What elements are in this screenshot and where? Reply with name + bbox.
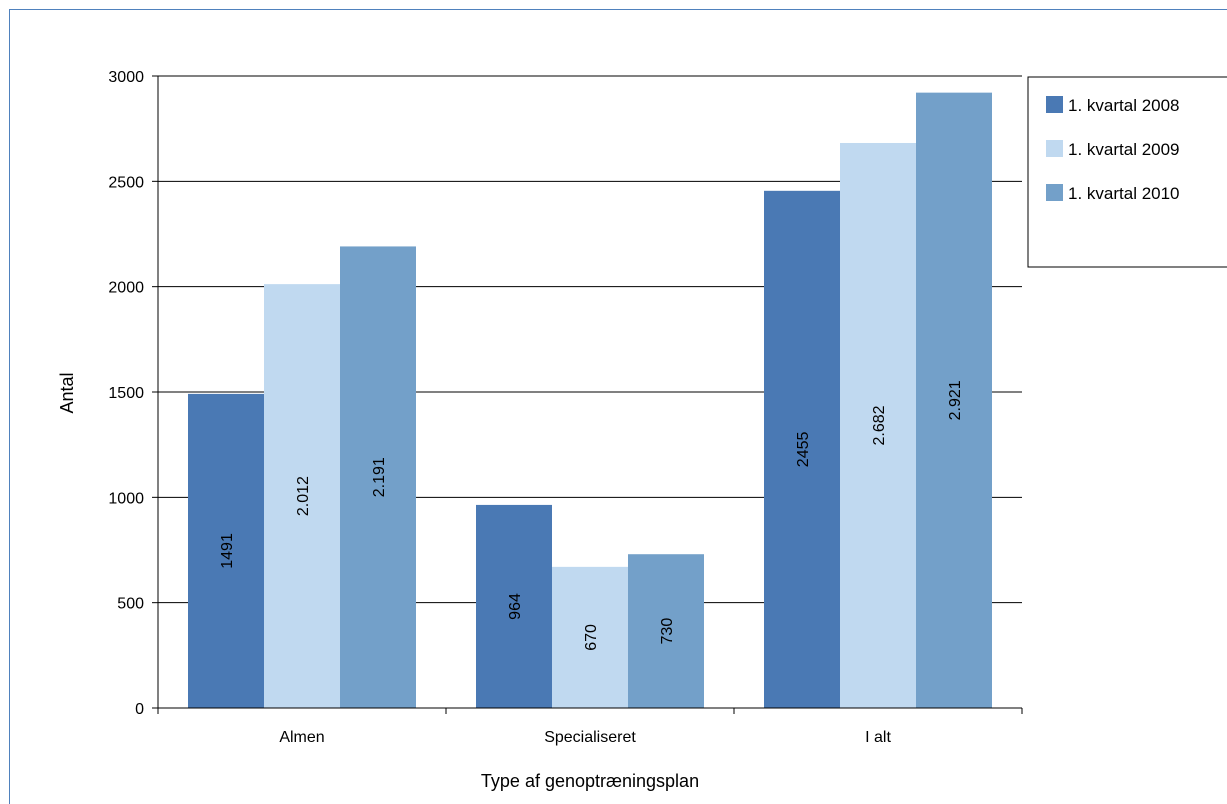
y-tick-labels: 0 500 1000 1500 2000 2500 3000 xyxy=(108,69,144,718)
bar xyxy=(628,554,704,708)
x-tick-label: Almen xyxy=(279,729,324,746)
chart-frame xyxy=(9,9,1227,804)
y-tick-label: 1500 xyxy=(108,385,144,402)
y-tick-label: 500 xyxy=(117,596,144,613)
bar xyxy=(188,393,264,708)
data-labels: 1491 2.012 2.191 964 670 730 2455 2.682 2.921 xyxy=(219,380,964,651)
legend-swatch xyxy=(1046,184,1063,201)
axes xyxy=(152,75,1023,714)
data-label: 2.921 xyxy=(947,380,964,420)
data-label: 2.012 xyxy=(295,476,312,516)
data-label: 2.682 xyxy=(871,405,888,445)
legend-label: 1. kvartal 2010 xyxy=(1068,184,1180,203)
x-tick-label: Specialiseret xyxy=(544,729,636,746)
data-label: 2.191 xyxy=(371,457,388,497)
legend-label: 1. kvartal 2009 xyxy=(1068,140,1180,159)
x-axis-title: Type af genoptræningsplan xyxy=(481,771,699,791)
y-tick-label: 0 xyxy=(135,701,144,718)
data-label: 730 xyxy=(659,618,676,645)
y-tick-label: 2000 xyxy=(108,280,144,297)
legend-swatch xyxy=(1046,140,1063,157)
bars xyxy=(188,92,992,709)
y-tick-label: 3000 xyxy=(108,69,144,86)
bar xyxy=(764,190,840,708)
bar xyxy=(476,504,552,708)
data-label: 1491 xyxy=(219,533,236,569)
bar xyxy=(264,284,340,708)
bar xyxy=(840,142,916,708)
y-tick-label: 2500 xyxy=(108,174,144,191)
y-tick-label: 1000 xyxy=(108,490,144,507)
legend-swatch xyxy=(1046,96,1063,113)
legend: 1. kvartal 2008 1. kvartal 2009 1. kvartal… xyxy=(1027,76,1227,268)
bar xyxy=(552,566,628,708)
bar xyxy=(340,246,416,709)
data-label: 964 xyxy=(507,593,524,620)
data-label: 670 xyxy=(583,624,600,651)
legend-label: 1. kvartal 2008 xyxy=(1068,96,1180,115)
x-tick-label: I alt xyxy=(865,729,891,746)
x-tick-labels: Almen Specialiseret I alt xyxy=(279,729,891,746)
data-label: 2455 xyxy=(795,432,812,468)
y-axis-title: Antal xyxy=(57,372,77,413)
bar xyxy=(916,92,992,708)
